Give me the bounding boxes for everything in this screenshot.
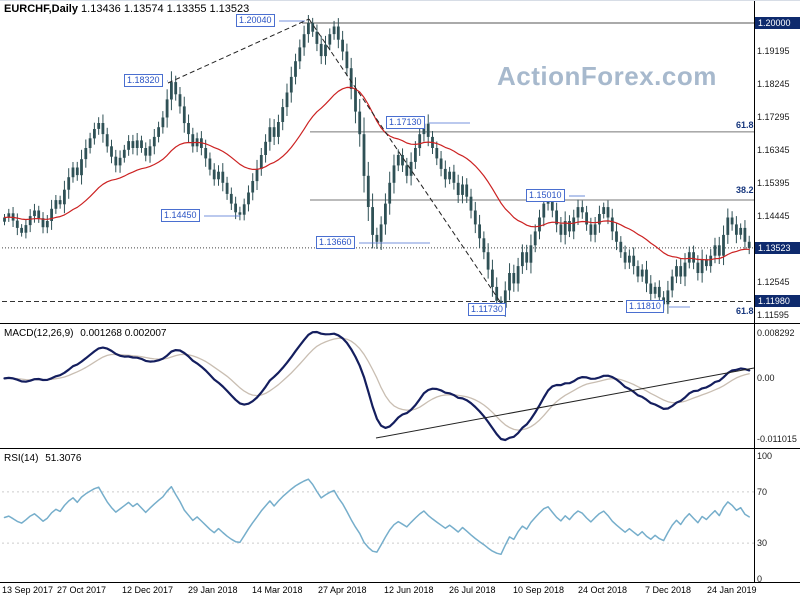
macd-label: MACD(12,26,9)	[4, 328, 74, 339]
watermark: ActionForex.com	[497, 61, 717, 91]
panel-separator	[0, 582, 800, 583]
date-axis-label: 14 Mar 2018	[252, 585, 303, 595]
date-axis-label: 7 Dec 2018	[645, 585, 692, 595]
pivot-price-label: 1.11730	[468, 303, 506, 316]
pivot-price-label: 1.13660	[316, 236, 355, 249]
rsi-axis-label: 70	[757, 487, 768, 497]
pivot-price-label: 1.15010	[526, 189, 565, 202]
rsi-axis-label: 100	[757, 451, 773, 461]
pivot-price-label: 1.17130	[386, 116, 425, 129]
date-axis-label: 27 Oct 2017	[57, 585, 107, 595]
date-axis-label: 27 Apr 2018	[318, 585, 367, 595]
rsi-label: RSI(14)	[4, 453, 39, 464]
macd-panel-label: MACD(12,26,9) 0.001268 0.002007	[4, 328, 166, 339]
fib-level-label: 61.8	[736, 306, 754, 316]
price-axis-label: 1.17295	[757, 112, 790, 122]
fib-level-label: 38.2	[736, 185, 754, 195]
pivot-price-label: 1.14450	[161, 209, 200, 222]
pivot-price-label: 1.20040	[236, 14, 275, 27]
price-axis-label: 1.12545	[757, 277, 790, 287]
price-axis-label: 1.15395	[757, 178, 790, 188]
date-axis-label: 12 Jun 2018	[384, 585, 434, 595]
macd-axis-label: 0.008292	[757, 328, 795, 338]
pivot-price-label: 1.18320	[124, 74, 163, 87]
ohlc-values: 1.13436 1.13574 1.13355 1.13523	[81, 3, 250, 15]
price-axis-label-highlight: 1.20000	[755, 17, 800, 29]
fib-level-label: 61.8	[736, 120, 754, 130]
date-axis-label: 29 Jan 2018	[188, 585, 238, 595]
rsi-panel-label: RSI(14) 51.3076	[4, 453, 81, 464]
macd-values: 0.001268 0.002007	[80, 328, 167, 339]
panel-separator	[0, 323, 800, 324]
date-axis-label: 10 Sep 2018	[513, 585, 565, 595]
date-axis-label: 13 Sep 2017	[2, 585, 54, 595]
chart-title: EURCHF,Daily 1.13436 1.13574 1.13355 1.1…	[4, 3, 249, 15]
price-axis-label: 1.19195	[757, 46, 790, 56]
panel-separator	[0, 448, 800, 449]
price-axis-label-highlight: 1.13523	[755, 242, 800, 254]
pivot-price-label: 1.11810	[626, 300, 664, 313]
symbol-timeframe: EURCHF,Daily	[4, 3, 78, 15]
rsi-values: 51.3076	[45, 453, 82, 464]
price-axis-label: 1.16345	[757, 145, 790, 155]
rsi-axis-label: 0	[757, 574, 763, 584]
date-axis-label: 24 Oct 2018	[578, 585, 628, 595]
macd-axis-label: 0.00	[757, 373, 775, 383]
price-axis-label: 1.18245	[757, 79, 790, 89]
price-axis-label-highlight: 1.11980	[755, 295, 800, 307]
axis-separator	[754, 1, 755, 582]
date-axis-label: 24 Jan 2019	[707, 585, 757, 595]
date-axis-label: 12 Dec 2017	[122, 585, 174, 595]
date-axis-label: 26 Jul 2018	[449, 585, 496, 595]
price-axis-label: 1.14445	[757, 211, 790, 221]
macd-axis-label: -0.011015	[757, 434, 797, 444]
price-axis-label: 1.11595	[757, 310, 789, 320]
rsi-axis-label: 30	[757, 538, 768, 548]
